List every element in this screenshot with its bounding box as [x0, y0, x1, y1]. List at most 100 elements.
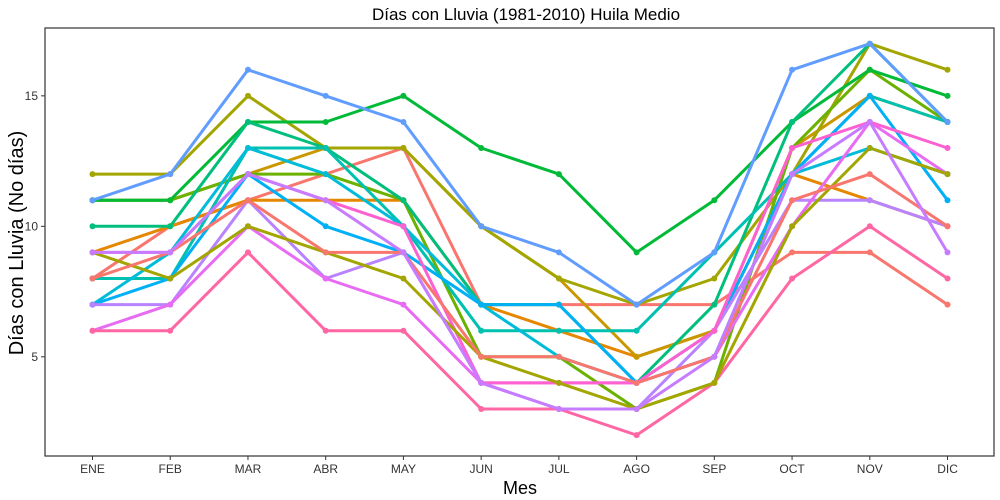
data-point — [167, 197, 174, 204]
data-point — [789, 145, 796, 151]
data-point — [167, 171, 174, 178]
series-line-15 — [92, 224, 949, 437]
data-point — [478, 327, 485, 334]
data-point — [478, 145, 485, 151]
data-point — [555, 275, 562, 282]
series-line-6 — [92, 68, 948, 254]
data-point — [711, 249, 718, 256]
data-point — [322, 249, 329, 256]
data-point — [711, 197, 718, 204]
data-point — [633, 301, 640, 308]
data-point — [944, 171, 951, 178]
data-point — [555, 171, 562, 178]
data-point — [89, 197, 96, 204]
x-axis: ENE FEB MAR ABR MAY JUN JUL AGO SEP OCT NOV DIC — [80, 456, 958, 476]
data-point — [245, 171, 251, 178]
data-point — [633, 353, 640, 360]
data-point — [944, 223, 951, 230]
data-point — [89, 301, 96, 308]
data-point — [322, 119, 329, 125]
data-point — [944, 301, 951, 308]
data-point — [322, 197, 329, 204]
data-point — [400, 145, 407, 151]
series-line-2 — [92, 172, 948, 359]
chart-title: Días con Lluvia (1981-2010) Huila Medio — [372, 5, 680, 24]
data-point — [866, 92, 873, 99]
data-point — [322, 223, 329, 230]
data-point — [711, 353, 718, 360]
data-point — [789, 197, 796, 204]
data-point — [400, 197, 407, 204]
data-point — [633, 249, 640, 256]
x-tick-label: MAR — [235, 462, 262, 476]
data-point — [245, 92, 251, 99]
data-point — [633, 432, 640, 439]
data-point — [944, 92, 951, 99]
plot-panel-border — [44, 27, 995, 457]
x-tick-label: ENE — [80, 462, 105, 476]
data-point — [789, 66, 796, 73]
y-tick-label: 5 — [31, 350, 38, 364]
data-point — [789, 249, 796, 256]
y-tick-label: 15 — [25, 89, 39, 103]
data-point — [555, 379, 562, 386]
data-point — [89, 171, 96, 178]
data-point — [944, 66, 951, 73]
data-point — [789, 275, 796, 282]
data-point — [322, 327, 329, 334]
x-tick-label: JUL — [548, 462, 570, 476]
data-point — [711, 327, 718, 334]
data-point — [944, 145, 951, 151]
y-tick-label: 10 — [25, 219, 39, 233]
data-point — [478, 353, 485, 360]
data-point — [711, 301, 718, 308]
data-point — [866, 197, 873, 204]
data-point — [711, 379, 718, 386]
x-tick-label: MAY — [391, 462, 416, 476]
data-point — [167, 249, 174, 256]
data-point — [245, 66, 251, 73]
data-point — [866, 40, 873, 47]
data-point — [866, 119, 873, 125]
data-point — [322, 92, 329, 99]
data-point — [633, 327, 640, 334]
x-tick-label: OCT — [779, 462, 805, 476]
data-point — [555, 249, 562, 256]
series-line-18 — [92, 120, 949, 411]
y-axis-title: Días con Lluvia (No días) — [6, 131, 28, 356]
data-point — [944, 275, 951, 282]
data-point — [167, 223, 174, 230]
x-tick-label: ABR — [313, 462, 338, 476]
data-point — [322, 145, 329, 151]
data-point — [478, 223, 485, 230]
data-point — [167, 327, 174, 334]
y-axis: 5 10 15 — [25, 89, 45, 364]
data-point — [789, 119, 796, 125]
data-point — [478, 406, 485, 412]
data-point — [400, 223, 407, 230]
data-point — [944, 197, 951, 204]
data-point — [555, 301, 562, 308]
data-point — [167, 275, 174, 282]
data-point — [400, 275, 407, 282]
data-point — [400, 327, 407, 334]
x-tick-label: NOV — [857, 462, 883, 476]
x-tick-label: JUN — [469, 462, 492, 476]
data-point — [400, 301, 407, 308]
data-point — [789, 171, 796, 178]
data-point — [245, 145, 251, 151]
data-point — [400, 119, 407, 125]
data-point — [400, 249, 407, 256]
series-line-9 — [91, 146, 948, 385]
series-lines — [91, 42, 949, 437]
series-line-4 — [92, 42, 948, 307]
data-point — [555, 406, 562, 412]
data-point — [245, 119, 251, 125]
data-point — [555, 353, 562, 360]
series-line-11 — [92, 42, 949, 307]
data-point — [866, 145, 873, 151]
data-point — [89, 275, 96, 282]
data-point — [866, 249, 873, 256]
data-point — [400, 92, 407, 99]
